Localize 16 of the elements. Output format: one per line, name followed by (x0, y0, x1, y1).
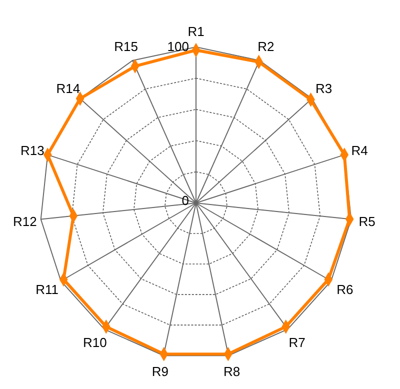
spoke-label: R13 (20, 142, 44, 158)
spoke-label: R9 (152, 364, 169, 380)
spoke-label: R2 (258, 38, 274, 54)
spoke-label: R4 (351, 142, 368, 158)
spoke-label: R15 (114, 38, 138, 54)
spoke-label: R14 (56, 80, 80, 96)
spoke-label: R6 (336, 282, 354, 297)
y-tick-label: 100 (167, 39, 189, 54)
spoke-label: R10 (82, 335, 107, 350)
spoke-label: R7 (288, 335, 306, 350)
spoke-label: R8 (223, 364, 240, 380)
spoke-label: R12 (13, 214, 37, 229)
spoke-label: R1 (188, 24, 204, 39)
spoke-label: R5 (358, 214, 376, 229)
spoke-label: R11 (36, 282, 58, 297)
spoke-label: R3 (316, 80, 332, 96)
